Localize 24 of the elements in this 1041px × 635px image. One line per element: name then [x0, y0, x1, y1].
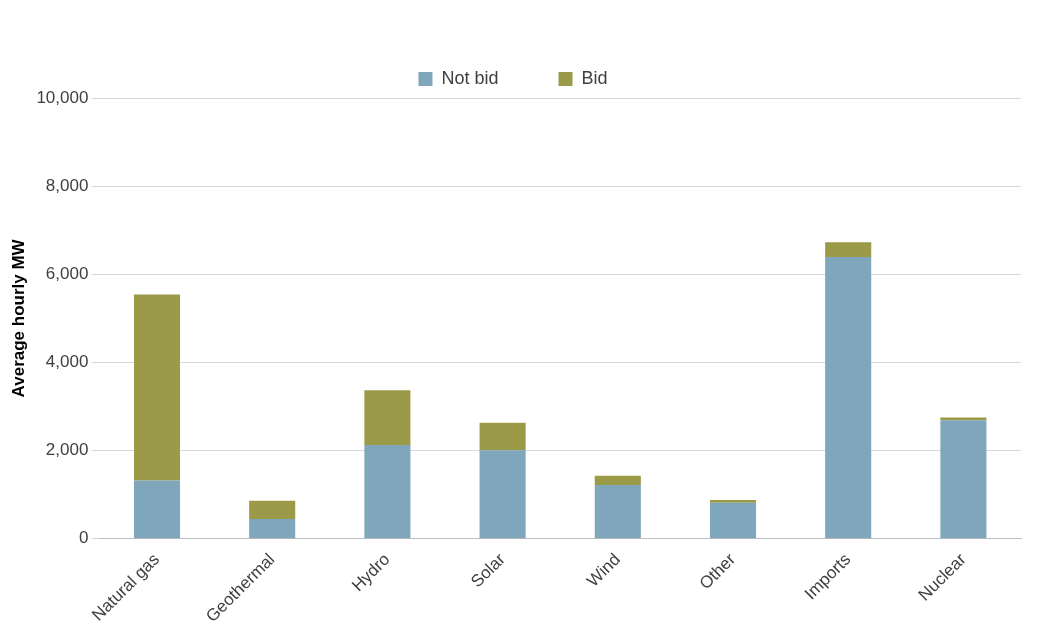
y-tick-label: 10,000 [36, 87, 89, 107]
bar [709, 502, 757, 539]
bar [479, 450, 526, 539]
y-tick-label: 2,000 [45, 440, 89, 460]
bar [249, 518, 296, 539]
legend-label: Bid [581, 67, 608, 88]
bar [364, 390, 411, 445]
bar [133, 294, 181, 481]
y-tick-label: 4,000 [45, 352, 89, 372]
y-tick-label: 8,000 [45, 175, 89, 195]
legend-label: Not bid [441, 67, 499, 88]
bar [249, 500, 296, 519]
y-tick-label: 0 [78, 528, 89, 548]
bar [825, 242, 872, 258]
bar [709, 499, 757, 503]
bar [940, 420, 987, 539]
y-axis-title: Average hourly MW [8, 238, 28, 398]
bar [364, 444, 411, 539]
bar [133, 480, 181, 539]
bar [479, 422, 526, 451]
y-tick-label: 6,000 [45, 264, 89, 283]
bar [594, 485, 641, 539]
bar [825, 257, 872, 539]
bar [594, 475, 641, 485]
